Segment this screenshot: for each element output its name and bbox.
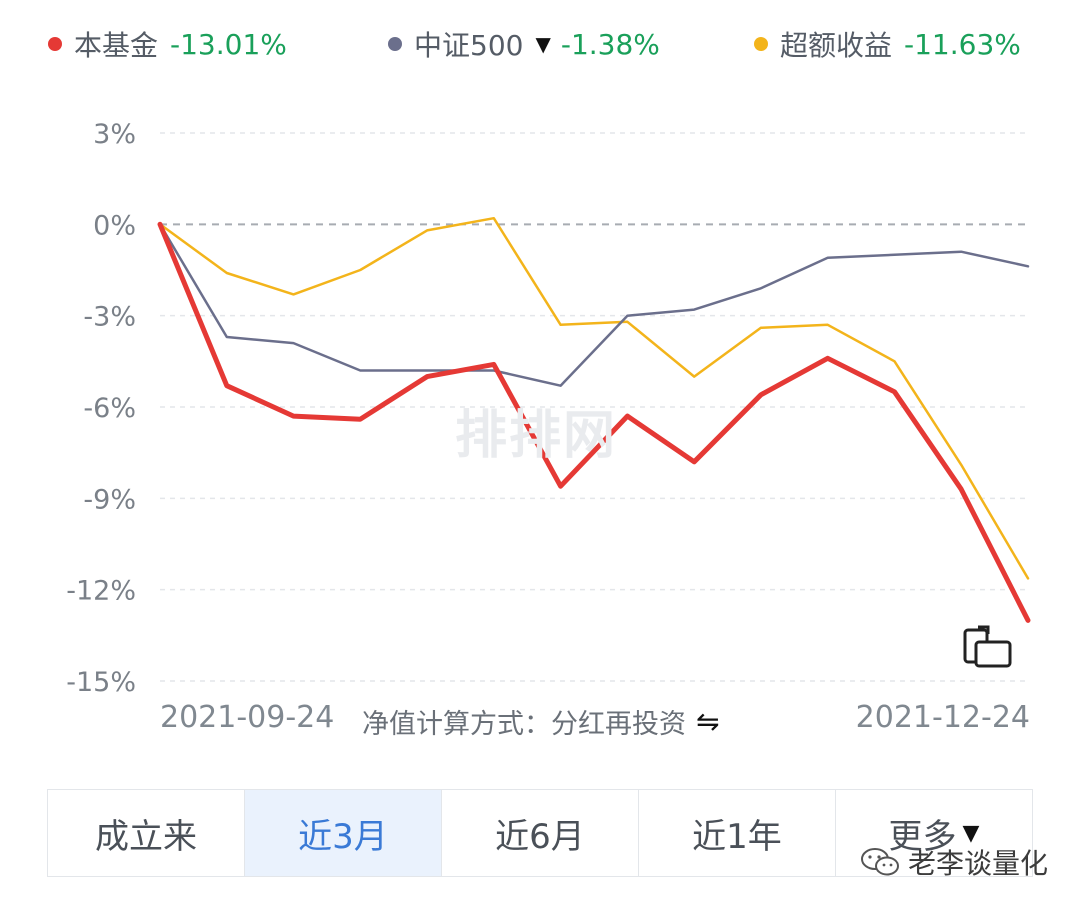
y-tick-label: 3% (93, 119, 136, 150)
legend-value: -1.38% (560, 27, 660, 61)
chevron-down-icon[interactable]: ▼ (535, 32, 551, 56)
legend-dot-icon (388, 37, 402, 51)
legend-name: 本基金 (74, 29, 159, 62)
legend-item[interactable]: 本基金 -13.01% (48, 24, 287, 64)
legend-name: 超额收益 (780, 29, 893, 62)
screenshot-icon[interactable] (962, 622, 1014, 670)
tab-3-months[interactable]: 近3月 (245, 790, 442, 876)
legend-dot-icon (48, 37, 62, 51)
swap-icon[interactable]: ⇋ (696, 705, 720, 738)
chevron-down-icon: ▼ (962, 820, 980, 846)
nav-method-label: 净值计算方式：分红再投资 (362, 709, 686, 740)
y-tick-label: -6% (83, 393, 136, 424)
date-range-row: 2021-09-24 净值计算方式：分红再投资 ⇋ 2021-12-24 (0, 700, 1080, 746)
start-date: 2021-09-24 (160, 700, 335, 735)
legend: 本基金 -13.01% 中证500 ▼ -1.38% 超额收益 -11.63% (0, 24, 1080, 68)
y-tick-label: -9% (83, 484, 136, 515)
y-tick-label: 0% (93, 210, 136, 241)
y-tick-label: -12% (66, 576, 136, 607)
y-tick-label: -15% (66, 667, 136, 698)
legend-value: -13.01% (170, 27, 287, 61)
tab-more[interactable]: 更多 ▼ (888, 816, 980, 857)
legend-name: 中证500 (414, 29, 524, 62)
tab-6-months[interactable]: 近6月 (442, 790, 639, 876)
legend-item[interactable]: 中证500 ▼ -1.38% (388, 24, 660, 64)
legend-dot-icon (754, 37, 768, 51)
series-line (157, 221, 1031, 623)
background-watermark: 排排网 (455, 406, 618, 466)
end-date: 2021-12-24 (855, 700, 1030, 735)
watermark: 老李谈量化 (860, 842, 1048, 882)
series-line (158, 216, 1030, 580)
legend-item[interactable]: 超额收益 -11.63% (754, 24, 1021, 64)
watermark-text: 老李谈量化 (908, 847, 1049, 880)
wechat-icon (861, 848, 899, 876)
legend-value: -11.63% (904, 27, 1021, 61)
y-tick-label: -3% (83, 302, 136, 333)
tab-1-year[interactable]: 近1年 (639, 790, 836, 876)
series-line (158, 223, 1030, 387)
nav-method[interactable]: 净值计算方式：分红再投资 ⇋ (362, 702, 719, 741)
tab-since-inception[interactable]: 成立来 (48, 790, 245, 876)
period-tabs: 成立来 近3月 近6月 近1年 更多 ▼ (47, 789, 1033, 877)
